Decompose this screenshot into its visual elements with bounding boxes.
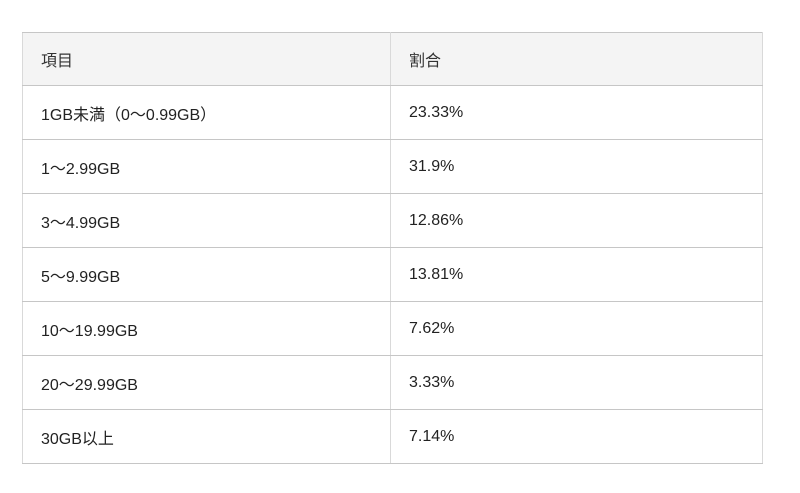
table-cell-item: 10〜19.99GB <box>22 301 391 356</box>
table-row: 3〜4.99GB 12.86% <box>22 193 763 248</box>
table-cell-ratio: 31.9% <box>390 139 763 194</box>
table-cell-item: 1GB未満（0〜0.99GB） <box>22 85 391 140</box>
table-row: 10〜19.99GB 7.62% <box>22 301 763 356</box>
column-header-item: 項目 <box>22 32 391 86</box>
table-row: 30GB以上 7.14% <box>22 409 763 464</box>
table-cell-item: 3〜4.99GB <box>22 193 391 248</box>
table-row: 20〜29.99GB 3.33% <box>22 355 763 410</box>
table-cell-item: 1〜2.99GB <box>22 139 391 194</box>
table-cell-ratio: 7.62% <box>390 301 763 356</box>
column-header-ratio: 割合 <box>390 32 763 86</box>
table-cell-item: 30GB以上 <box>22 409 391 464</box>
data-usage-table: 項目 割合 1GB未満（0〜0.99GB） 23.33% 1〜2.99GB 31… <box>22 32 763 464</box>
table-cell-item: 20〜29.99GB <box>22 355 391 410</box>
table-header-row: 項目 割合 <box>22 32 763 86</box>
table-row: 5〜9.99GB 13.81% <box>22 247 763 302</box>
table-cell-ratio: 13.81% <box>390 247 763 302</box>
table-cell-ratio: 23.33% <box>390 85 763 140</box>
table-row: 1〜2.99GB 31.9% <box>22 139 763 194</box>
table-row: 1GB未満（0〜0.99GB） 23.33% <box>22 85 763 140</box>
table-cell-ratio: 12.86% <box>390 193 763 248</box>
table-cell-ratio: 3.33% <box>390 355 763 410</box>
table-cell-ratio: 7.14% <box>390 409 763 464</box>
table-cell-item: 5〜9.99GB <box>22 247 391 302</box>
